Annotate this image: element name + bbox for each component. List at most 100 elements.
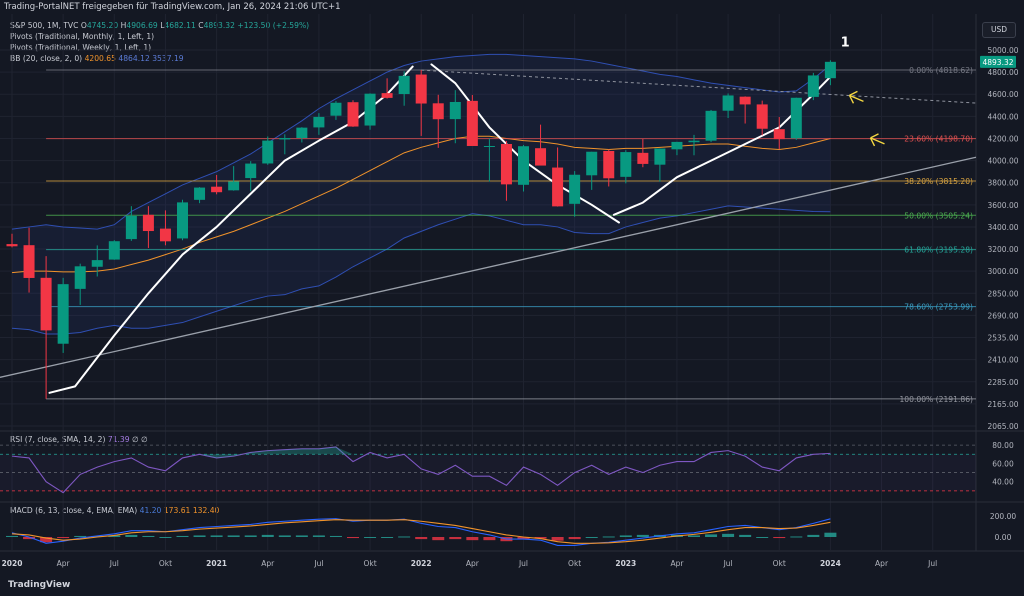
candle-body <box>483 145 495 147</box>
yellow-arrow-lower <box>869 133 885 147</box>
macd-histogram-bar <box>517 537 530 540</box>
legend-pivots-monthly[interactable]: Pivots (Traditional, Monthly, 1, Left, 1… <box>10 32 155 41</box>
macd-histogram-bar <box>347 537 359 539</box>
macd-legend[interactable]: MACD (6, 13, close, 4, EMA, EMA) 41.20 1… <box>10 506 219 515</box>
rsi-label: RSI (7, close, SMA, 14, 2) <box>10 435 106 444</box>
chart-header: Trading-PortalNET freigegeben für Tradin… <box>0 0 1024 14</box>
candle-body <box>108 241 120 260</box>
macd-histogram-bar <box>756 537 769 538</box>
candle-body <box>228 181 240 191</box>
candle-body <box>739 96 751 105</box>
price-axis-label: 3200.00 <box>987 245 1018 254</box>
legend-o-label: O <box>80 21 87 30</box>
rsi-axis-label: 60.00 <box>992 459 1014 468</box>
macd-label: MACD (6, 13, close, 4, EMA, EMA) <box>10 506 138 515</box>
time-axis-label: Okt <box>568 559 581 568</box>
last-price-label: 4893.32 <box>982 58 1013 67</box>
candle-body <box>381 93 393 98</box>
price-axis-label: 4000.00 <box>987 157 1018 166</box>
time-axis-label: Apr <box>57 559 71 568</box>
rsi-legend[interactable]: RSI (7, close, SMA, 14, 2) 71.39 ∅ ∅ <box>10 435 148 444</box>
candle-body <box>807 75 819 97</box>
price-axis-label: 4800.00 <box>987 68 1018 77</box>
candle-body <box>705 110 717 141</box>
uptrend-curve-2020 <box>48 65 414 394</box>
macd-histogram-bar <box>483 537 496 541</box>
rsi-axis-label: 40.00 <box>992 478 1014 487</box>
macd-histogram-bar <box>295 535 308 537</box>
candle-body <box>620 152 632 177</box>
macd-histogram-bar <box>312 535 325 537</box>
legend-bb-label: BB (20, close, 2, 0) <box>10 54 83 63</box>
dashed-trendline <box>421 69 977 104</box>
macd-hist-value: 132.40 <box>192 506 220 515</box>
legend-close: 4893.32 <box>203 21 235 30</box>
time-axis-label: Jul <box>927 559 937 568</box>
legend-symbol: S&P 500, 1M, TVC <box>10 21 79 30</box>
fib-level-label: 0.00% (4818.62) <box>909 66 973 75</box>
candle-body <box>296 127 308 139</box>
yellow-arrow-upper <box>848 90 864 104</box>
macd-value: 41.20 <box>139 506 162 515</box>
candle-body <box>466 100 478 146</box>
price-axis-label: 2165.00 <box>987 400 1018 409</box>
macd-histogram-bar <box>415 537 428 540</box>
macd-histogram-bar <box>585 537 598 538</box>
macd-histogram-bar <box>193 535 206 537</box>
legend-change: +123.50 (+2.59%) <box>237 21 310 30</box>
candle-body <box>364 93 376 126</box>
candle-body <box>603 150 615 179</box>
time-axis-label: 2022 <box>411 559 432 568</box>
price-axis-label: 3000.00 <box>987 267 1018 276</box>
candle-body <box>637 152 649 164</box>
candle-body <box>535 148 547 166</box>
macd-histogram-bar <box>705 534 718 537</box>
candle-body <box>330 102 342 116</box>
legend-pivots-weekly[interactable]: Pivots (Traditional, Weekly, 1, Left, 1) <box>10 43 152 52</box>
macd-histogram-bar <box>381 537 394 538</box>
fib-level-label: 50.00% (3505.24) <box>904 211 973 220</box>
macd-histogram-bar <box>40 537 53 543</box>
price-axis-label: 4200.00 <box>987 134 1018 143</box>
candle-body <box>279 138 291 140</box>
time-axis-label: Okt <box>773 559 786 568</box>
annotation-number: 1 <box>841 36 850 51</box>
rsi-value: 71.39 <box>107 435 130 444</box>
uptrend-curve-2023 <box>612 72 835 216</box>
fib-level-label: 23.60% (4198.70) <box>904 135 973 144</box>
macd-histogram-bar <box>108 535 121 537</box>
macd-histogram-bar <box>619 535 632 537</box>
macd-histogram-bar <box>466 537 479 541</box>
time-axis-label: Okt <box>363 559 376 568</box>
rsi-axis-label: 80.00 <box>992 441 1014 450</box>
legend-bb-row[interactable]: BB (20, close, 2, 0) 4200.65 4864.12 353… <box>10 53 309 64</box>
time-axis-label: Apr <box>670 559 684 568</box>
macd-histogram-bar <box>125 534 138 537</box>
candle-body <box>415 74 427 104</box>
rsi-line <box>11 446 831 494</box>
macd-histogram-bar <box>636 534 649 537</box>
candle-body <box>552 167 564 207</box>
price-axis-label: 2535.00 <box>987 334 1018 343</box>
candle-body <box>177 202 188 239</box>
macd-histogram-bar <box>602 536 615 538</box>
candle-body <box>432 103 444 120</box>
macd-histogram-bar <box>364 537 377 538</box>
legend-c-label: C <box>198 21 204 30</box>
candle-body <box>449 101 461 120</box>
currency-button[interactable]: USD <box>982 22 1016 38</box>
legend-symbol-row[interactable]: S&P 500, 1M, TVC O4745.20 H4906.69 L4682… <box>10 20 309 31</box>
macd-histogram-bar <box>722 533 735 537</box>
price-axis-label: 2850.00 <box>987 289 1018 298</box>
legend-bb-upper: 4864.12 <box>118 54 150 63</box>
legend-h-label: H <box>120 21 127 30</box>
macd-histogram-bar <box>534 537 547 539</box>
candle-body <box>518 146 529 185</box>
time-axis-label: Jul <box>723 559 733 568</box>
tradingview-logo: TradingView <box>8 580 70 590</box>
candle-body <box>773 129 785 140</box>
candle-body <box>125 215 137 240</box>
candle-body <box>569 174 581 204</box>
time-axis-label: Apr <box>466 559 480 568</box>
